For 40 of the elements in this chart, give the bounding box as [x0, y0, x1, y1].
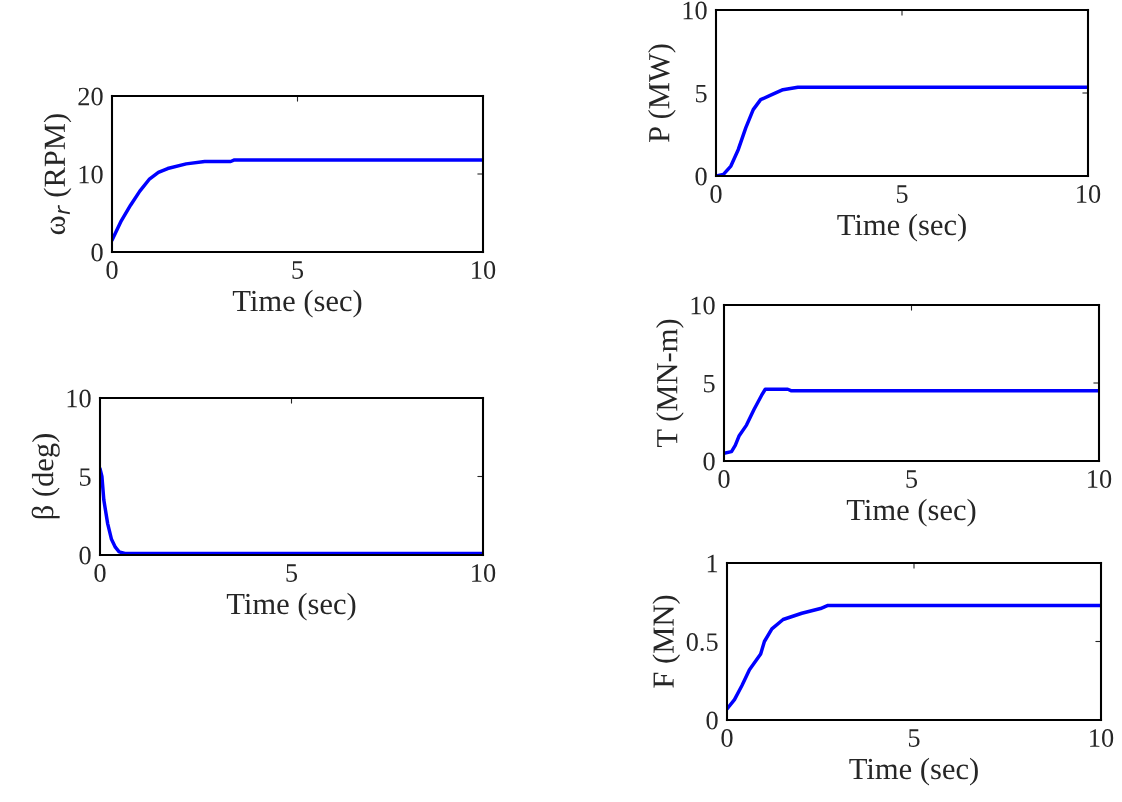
x-tick-label: 5	[286, 564, 298, 582]
x-axis-title: Time (sec)	[232, 289, 362, 318]
y-axis-title: β (deg)	[31, 434, 60, 519]
y-tick-label: 10	[67, 389, 91, 408]
y-tick-label: 0.5	[686, 633, 718, 652]
line-series	[112, 158, 483, 243]
y-tick-label: 10	[683, 1, 707, 20]
x-tick-label: 10	[1077, 185, 1101, 203]
x-axis-title: Time (sec)	[846, 498, 976, 527]
x-tick-label: 5	[292, 261, 304, 279]
y-tick-label: 10	[79, 165, 103, 184]
x-axis-title: Time (sec)	[226, 592, 356, 621]
x-tick-label: 10	[472, 564, 496, 582]
y-tick-label: 0	[706, 711, 718, 730]
y-axis-title: T (MN-m)	[656, 319, 684, 448]
y-tick-label: 0	[703, 452, 715, 471]
y-axis-title: P (MW)	[648, 44, 676, 143]
y-tick-label: 5	[696, 84, 707, 103]
y-tick-label: 1	[707, 554, 718, 573]
y-tick-label: 5	[704, 374, 715, 393]
x-tick-label: 0	[718, 470, 730, 488]
x-tick-label: 10	[472, 261, 496, 279]
x-tick-label: 10	[1090, 729, 1114, 747]
x-axis-title: Time (sec)	[849, 757, 978, 786]
x-tick-label: 5	[896, 185, 908, 203]
line-series	[727, 603, 1101, 711]
line-series	[724, 387, 1099, 455]
y-tick-label: 20	[78, 87, 103, 106]
y-axis-title: ω$_{r}$ (RPM)	[43, 114, 72, 235]
x-tick-label: 0	[106, 261, 118, 279]
y-tick-label: 10	[691, 296, 715, 315]
x-tick-label: 10	[1088, 470, 1112, 488]
x-axis-title: Time (sec)	[837, 213, 966, 242]
x-tick-label: 5	[908, 729, 920, 747]
y-tick-label: 0	[79, 546, 91, 565]
y-tick-label: 0	[91, 243, 103, 262]
x-tick-label: 0	[721, 729, 733, 747]
y-tick-label: 0	[695, 167, 707, 186]
x-tick-label: 5	[906, 470, 918, 488]
y-axis-title: F (MN)	[652, 595, 681, 688]
